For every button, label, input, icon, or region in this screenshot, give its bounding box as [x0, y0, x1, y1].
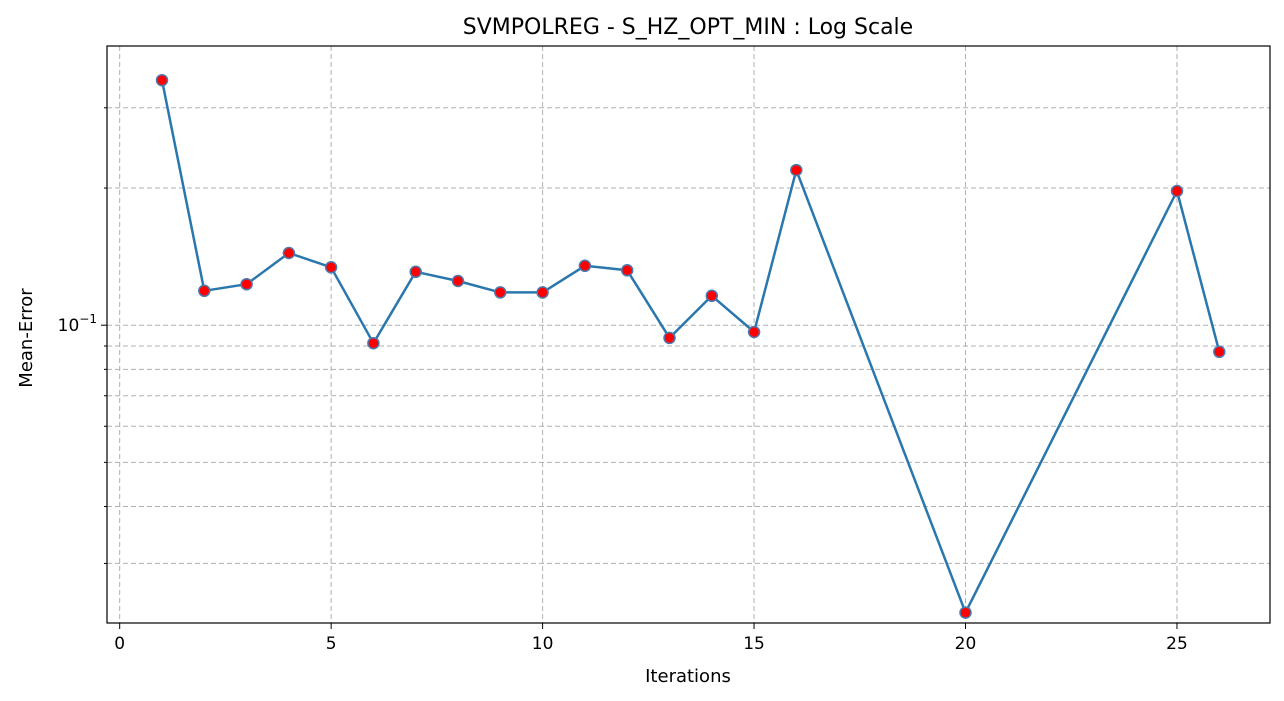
- x-axis-ticks: 0 5 10 15 20 25: [114, 623, 1188, 654]
- data-point: [155, 73, 169, 87]
- x-gridlines: [119, 46, 1178, 623]
- data-point: [324, 261, 338, 274]
- data-point: [1170, 184, 1184, 198]
- x-tick-label: 20: [955, 634, 977, 654]
- y-gridlines: [107, 107, 1270, 564]
- data-point: [663, 331, 676, 345]
- y-tick-label: 10−1: [58, 312, 97, 336]
- data-point: [198, 284, 211, 298]
- data-point: [409, 265, 422, 279]
- x-axis-label: Iterations: [645, 666, 731, 687]
- x-tick-label: 15: [743, 634, 765, 654]
- data-point: [240, 277, 253, 291]
- data-point: [451, 274, 465, 288]
- y-axis-label: Mean-Error: [16, 288, 37, 388]
- data-point: [282, 246, 296, 260]
- data-point: [494, 286, 507, 299]
- data-point: [705, 289, 719, 303]
- data-point: [620, 264, 634, 277]
- x-tick-label: 5: [326, 634, 337, 654]
- data-point: [1213, 345, 1226, 359]
- data-point: [536, 286, 549, 299]
- data-point: [747, 325, 761, 339]
- x-tick-label: 0: [114, 634, 125, 654]
- plot-frame: [106, 45, 1271, 624]
- x-tick-label: 10: [532, 634, 554, 654]
- x-tick-label: 25: [1166, 634, 1188, 654]
- data-point: [959, 606, 972, 619]
- chart-title: SVMPOLREG - S_HZ_OPT_MIN : Log Scale: [463, 15, 913, 40]
- data-point: [367, 336, 380, 350]
- series-points: [155, 73, 1226, 619]
- data-point: [578, 259, 592, 273]
- y-axis-ticks: 10−1: [58, 107, 107, 564]
- data-point: [790, 163, 803, 177]
